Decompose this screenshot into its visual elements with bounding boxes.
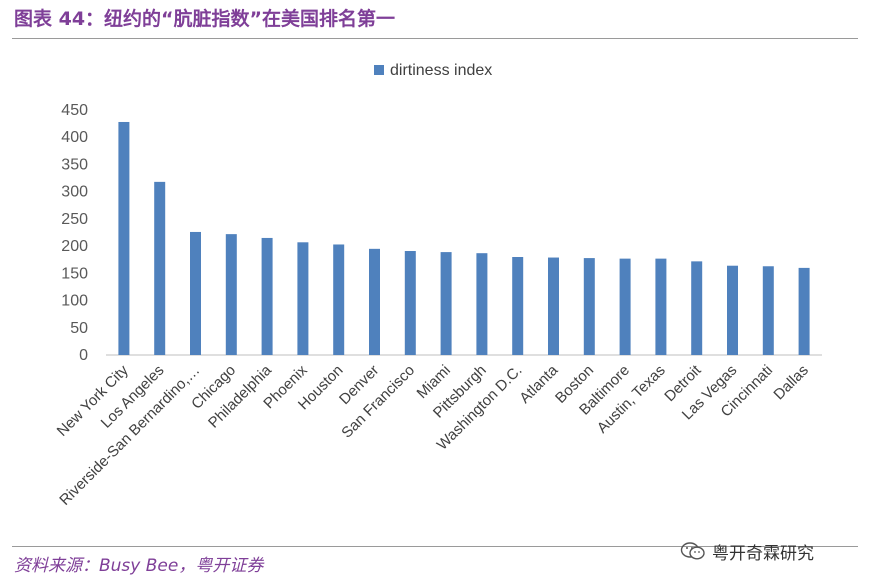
y-tick-label: 300 bbox=[61, 184, 88, 201]
x-tick-label: Dallas bbox=[770, 362, 811, 403]
bar bbox=[727, 265, 738, 355]
y-tick-label: 350 bbox=[61, 156, 88, 173]
bar bbox=[261, 237, 273, 355]
y-tick-label: 250 bbox=[61, 211, 88, 228]
x-tick-label: Riverside-San Bernardino,… bbox=[56, 362, 203, 509]
legend-swatch bbox=[374, 65, 384, 75]
bar bbox=[369, 248, 380, 355]
bar bbox=[691, 261, 703, 355]
y-tick-label: 200 bbox=[61, 238, 88, 255]
bar bbox=[583, 258, 595, 355]
bar bbox=[476, 253, 488, 355]
bar bbox=[225, 234, 237, 355]
title-divider bbox=[12, 38, 858, 39]
watermark: 粤开奇霖研究 bbox=[680, 540, 814, 564]
y-tick-label: 150 bbox=[61, 265, 88, 282]
bar bbox=[655, 258, 667, 355]
y-tick-label: 100 bbox=[61, 293, 88, 310]
chart-title: 图表 44：纽约的“肮脏指数”在美国排名第一 bbox=[14, 8, 396, 30]
y-tick-label: 0 bbox=[79, 347, 88, 364]
wechat-icon bbox=[680, 542, 705, 560]
bar bbox=[440, 252, 452, 355]
bar bbox=[333, 244, 345, 355]
y-tick-label: 450 bbox=[61, 102, 88, 119]
bar bbox=[798, 267, 810, 355]
bar bbox=[404, 251, 416, 355]
bar bbox=[762, 266, 774, 355]
y-tick-label: 400 bbox=[61, 129, 88, 146]
x-tick-label: Atlanta bbox=[516, 361, 562, 407]
legend-label: dirtiness index bbox=[390, 62, 492, 79]
bar bbox=[190, 231, 201, 355]
watermark-text: 粤开奇霖研究 bbox=[712, 543, 814, 564]
bar bbox=[297, 242, 309, 355]
footer-divider bbox=[12, 546, 858, 547]
bar bbox=[548, 257, 559, 355]
y-tick-label: 50 bbox=[70, 320, 88, 337]
bar bbox=[619, 258, 631, 355]
source-note: 资料来源：Busy Bee，粤开证券 bbox=[14, 556, 264, 576]
bar bbox=[154, 181, 166, 355]
bar bbox=[118, 121, 130, 355]
bar bbox=[512, 257, 524, 355]
